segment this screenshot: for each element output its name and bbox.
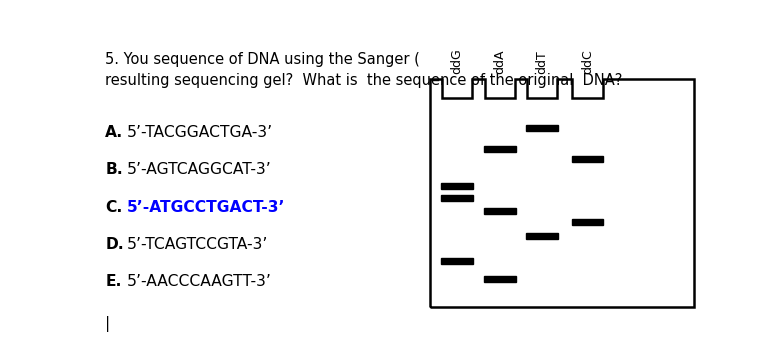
- Text: B.: B.: [105, 162, 123, 177]
- Text: ddC: ddC: [581, 49, 594, 74]
- Bar: [572, 219, 604, 225]
- Text: C.: C.: [105, 200, 122, 215]
- Bar: [442, 195, 473, 201]
- Text: ddT: ddT: [536, 50, 549, 74]
- Bar: [442, 258, 473, 264]
- Bar: [485, 276, 516, 282]
- Bar: [442, 182, 473, 188]
- Bar: [485, 208, 516, 213]
- Text: E.: E.: [105, 274, 121, 289]
- Text: 5’-TACGGACTGA-3’: 5’-TACGGACTGA-3’: [127, 125, 273, 140]
- Text: D.: D.: [105, 237, 124, 252]
- Bar: [526, 125, 557, 131]
- Bar: [485, 146, 516, 152]
- Text: ddA: ddA: [494, 49, 507, 74]
- Text: 5’-AACCCAAGTT-3’: 5’-AACCCAAGTT-3’: [127, 274, 272, 289]
- Text: A.: A.: [105, 125, 124, 140]
- Text: resulting sequencing gel?  What is  the sequence of the original  DNA?: resulting sequencing gel? What is the se…: [105, 73, 622, 88]
- Text: 5. You sequence of DNA using the Sanger (: 5. You sequence of DNA using the Sanger …: [105, 52, 420, 67]
- Text: |: |: [105, 316, 110, 332]
- Text: 5’-ATGCCTGACT-3’: 5’-ATGCCTGACT-3’: [127, 200, 286, 215]
- Text: 5’-TCAGTCCGTA-3’: 5’-TCAGTCCGTA-3’: [127, 237, 269, 252]
- Text: 5’-AGTCAGGCAT-3’: 5’-AGTCAGGCAT-3’: [127, 162, 272, 177]
- Bar: [572, 156, 604, 162]
- Bar: [526, 233, 557, 239]
- Text: ddG: ddG: [450, 48, 464, 74]
